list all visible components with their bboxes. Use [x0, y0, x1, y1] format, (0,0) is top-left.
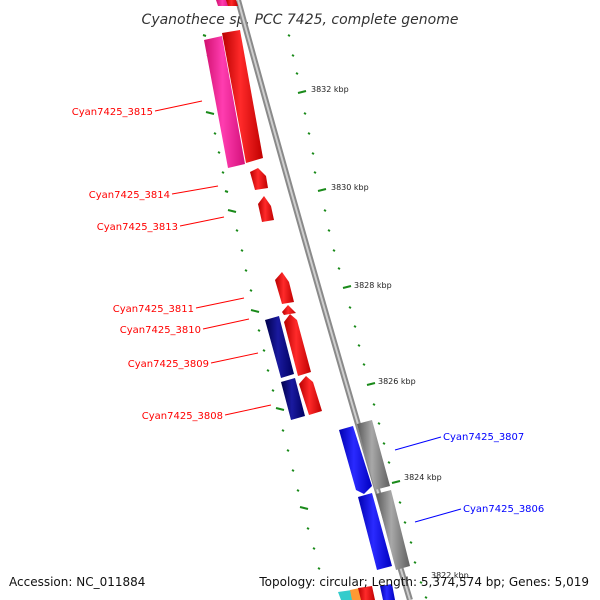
scale-labels: 3832 kbp 3830 kbp 3828 kbp 3826 kbp 3824… — [311, 85, 469, 580]
gene-feature-cyan7425-3808[interactable] — [299, 376, 322, 415]
gene-feature-cyan7425-3813[interactable] — [258, 196, 274, 222]
gc-track-right — [287, 34, 428, 599]
accession-text: Accession: NC_011884 — [9, 575, 145, 589]
gene-label[interactable]: Cyan7425_3809 — [128, 359, 209, 370]
gene-feature-cyan7425-3806[interactable] — [358, 493, 392, 570]
gene-label[interactable]: Cyan7425_3810 — [120, 325, 201, 336]
gene-feature-cyan7425-3811[interactable] — [275, 272, 294, 304]
gene-feature-navy-lower[interactable] — [281, 378, 305, 420]
gene-labels: Cyan7425_3815 Cyan7425_3814 Cyan7425_381… — [72, 107, 545, 515]
scale-label: 3828 kbp — [354, 281, 392, 290]
gene-feature-red-large[interactable] — [222, 30, 263, 163]
gene-feature-gray-upper[interactable] — [357, 420, 390, 490]
gene-feature-navy-upper[interactable] — [265, 316, 294, 378]
scale-label: 3830 kbp — [331, 183, 369, 192]
gene-features — [204, 0, 410, 600]
gene-label[interactable]: Cyan7425_3813 — [97, 222, 178, 233]
gc-track-left — [202, 34, 321, 570]
gene-feature-partial[interactable] — [358, 586, 375, 600]
gene-label[interactable]: Cyan7425_3814 — [89, 190, 170, 201]
gene-feature-gray-lower[interactable] — [376, 490, 410, 570]
scale-label: 3826 kbp — [378, 377, 416, 386]
gene-feature-cyan7425-3807[interactable] — [339, 426, 372, 494]
scale-label: 3824 kbp — [404, 473, 442, 482]
label-leaders — [154, 100, 462, 523]
gene-label[interactable]: Cyan7425_3811 — [113, 304, 194, 315]
scale-label: 3832 kbp — [311, 85, 349, 94]
gene-feature-partial[interactable] — [380, 584, 395, 600]
gene-feature-cyan7425-3809[interactable] — [284, 314, 311, 376]
gene-label[interactable]: Cyan7425_3807 — [443, 432, 524, 443]
gene-label[interactable]: Cyan7425_3808 — [142, 411, 223, 422]
gene-feature-cyan7425-3814[interactable] — [250, 168, 268, 190]
scale-label: 3822 kbp — [431, 571, 469, 580]
gene-label[interactable]: Cyan7425_3815 — [72, 107, 153, 118]
gene-label[interactable]: Cyan7425_3806 — [463, 504, 544, 515]
map-title: Cyanothece sp. PCC 7425, complete genome — [142, 12, 459, 28]
gene-feature-cyan7425-3815[interactable] — [204, 36, 245, 168]
topology-text: Topology: circular; Length: 5,374,574 bp… — [258, 575, 589, 589]
gene-feature-cyan7425-3810[interactable] — [282, 305, 296, 315]
gene-feature-partial[interactable] — [226, 0, 238, 6]
